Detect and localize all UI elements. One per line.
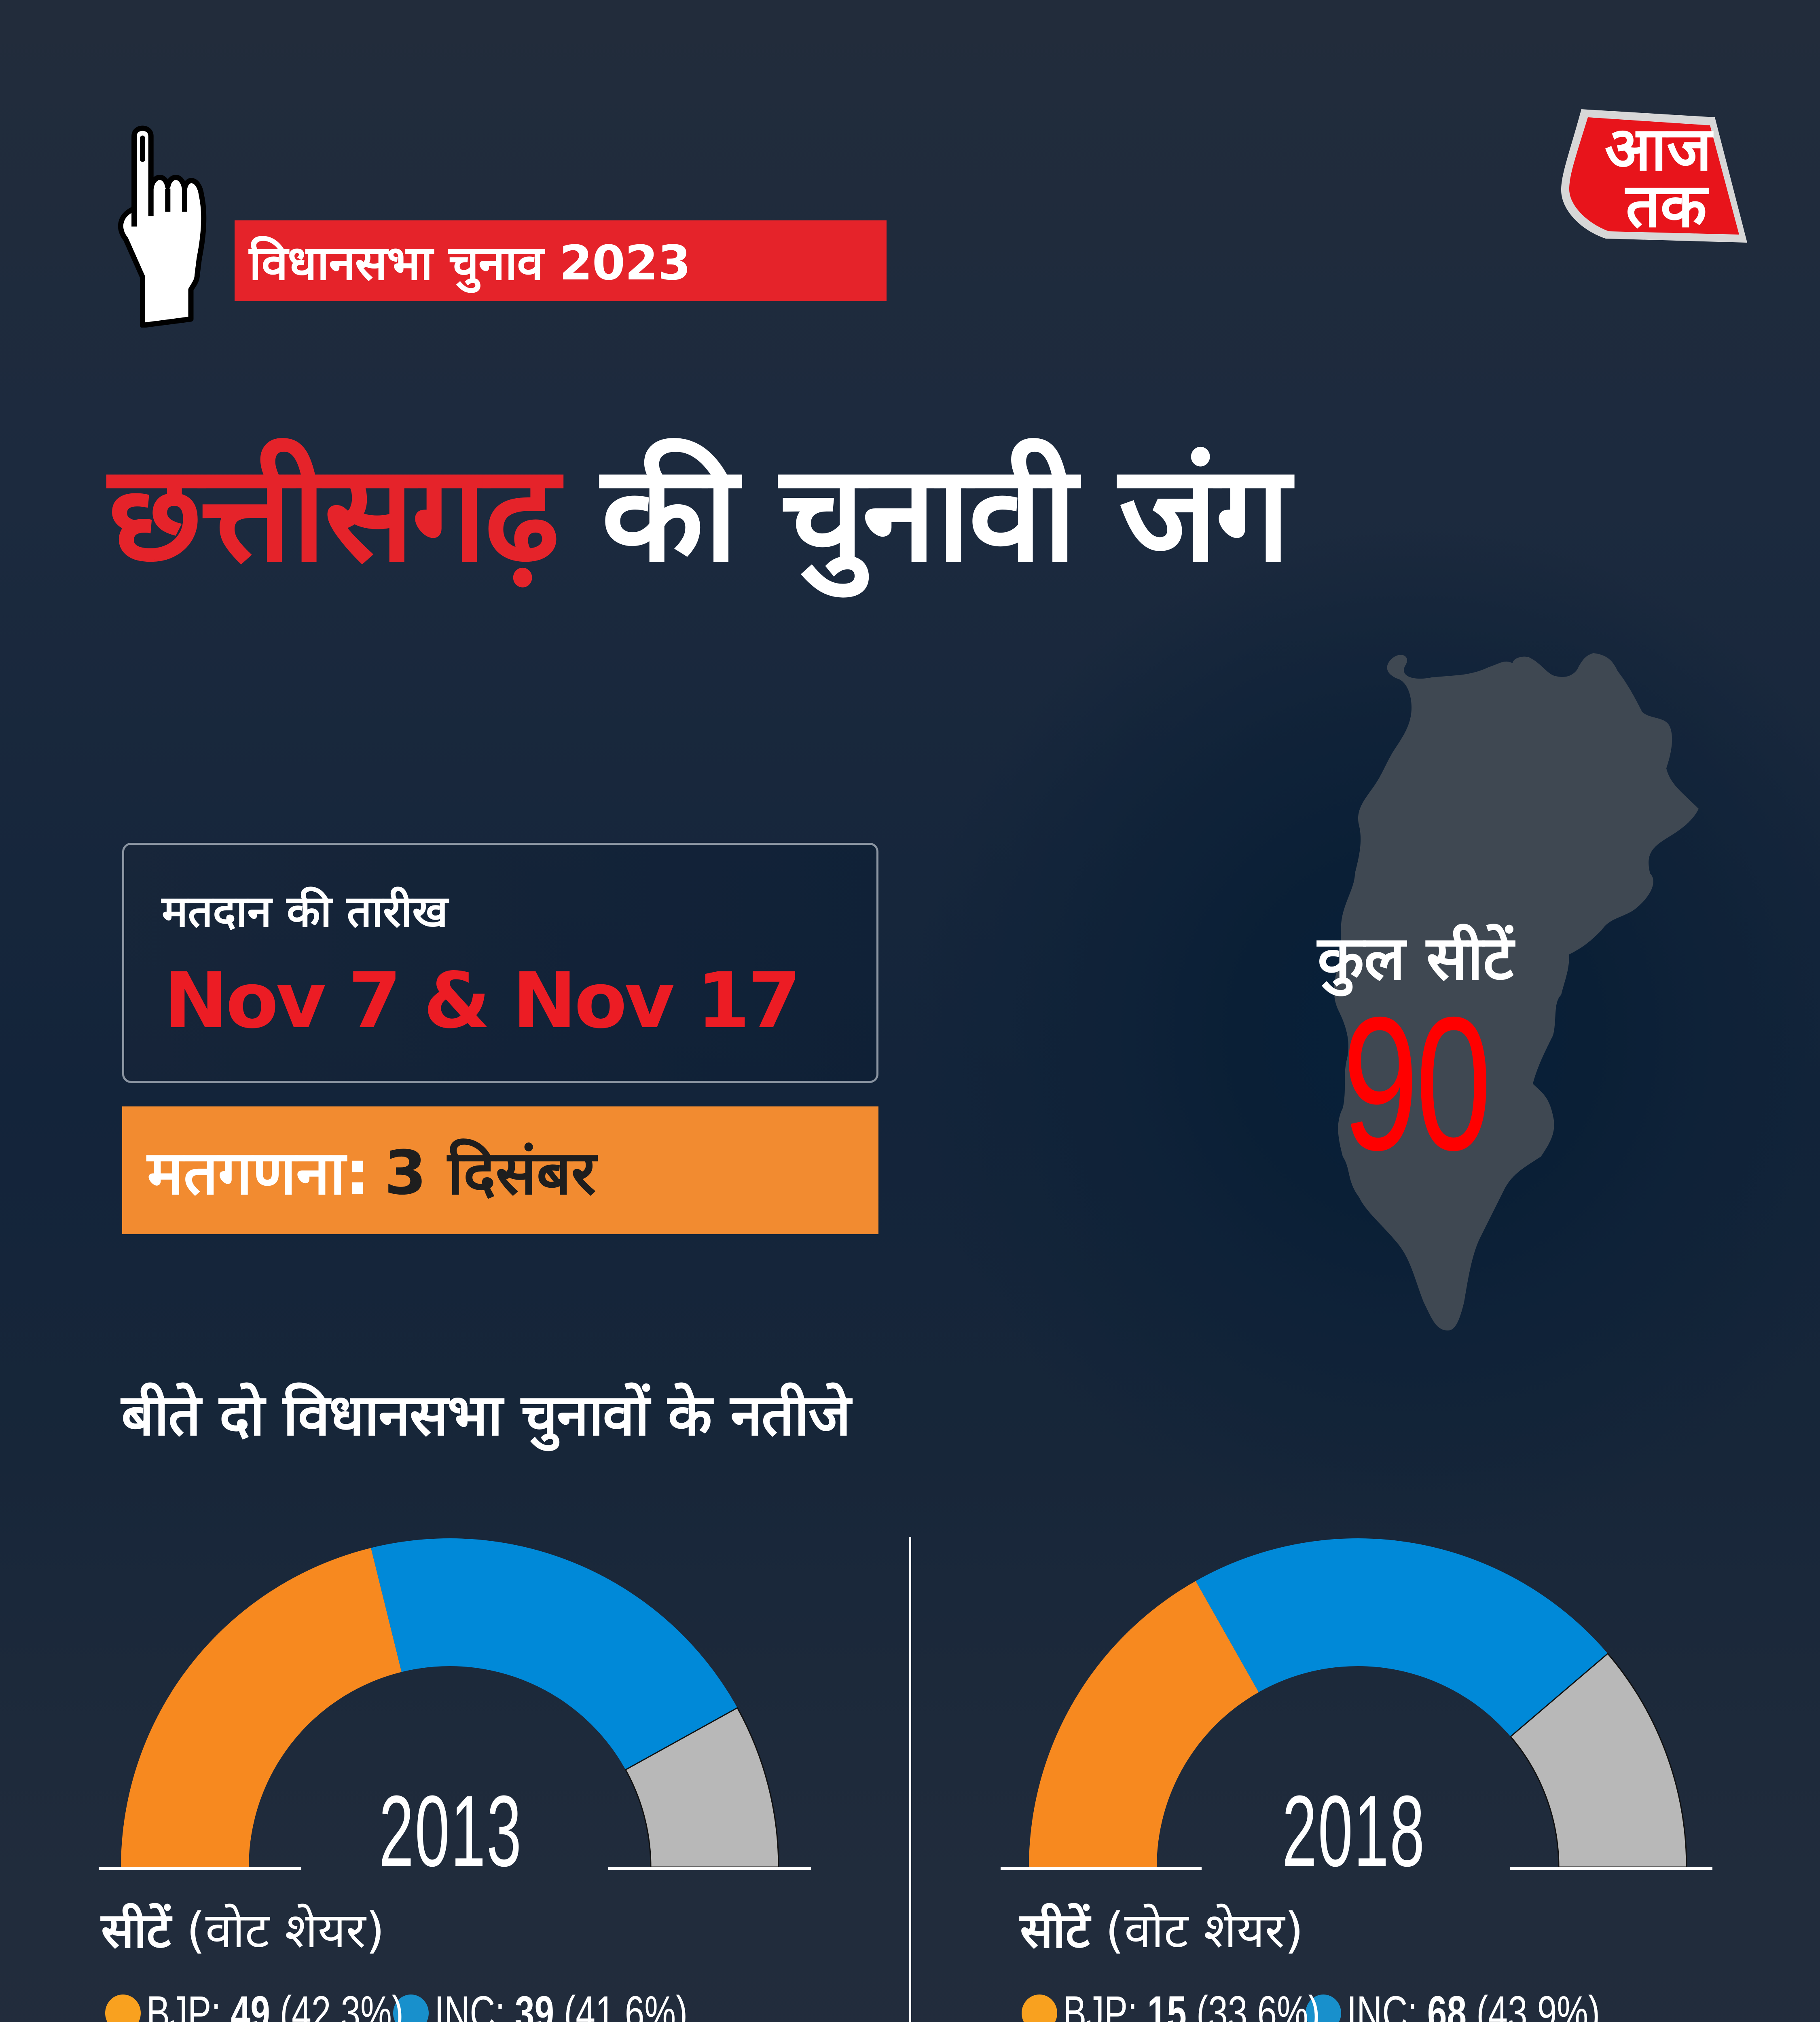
bjp-dot-icon xyxy=(1022,1995,1057,2022)
legend-party: INC: xyxy=(1347,1986,1418,2022)
page-title: छत्तीसगढ़ की चुनावी जंग xyxy=(108,429,1291,599)
inc-dot-icon xyxy=(1306,1995,1341,2022)
title-rest: की चुनावी जंग xyxy=(601,436,1290,591)
election-badge: विधानसभा चुनाव 2023 xyxy=(235,220,887,301)
results-heading: बीते दो विधानसभा चुनावों के नतीजे xyxy=(121,1382,851,1449)
legend-share: (33.6%) xyxy=(1196,1986,1320,2022)
logo-text-bottom: तक xyxy=(1625,171,1709,241)
aajtak-logo: आज तक xyxy=(1561,109,1747,243)
inc-dot-icon xyxy=(393,1995,429,2022)
baseline-left-2013 xyxy=(99,1867,301,1870)
baseline-left-2018 xyxy=(1001,1867,1202,1870)
legend-heading-2013: सीटें (वोट शेयर) xyxy=(101,1897,385,1965)
chart-year-2018: 2018 xyxy=(1282,1775,1426,1887)
arc-inc-2013 xyxy=(371,1538,738,1770)
legend-party: BJP: xyxy=(1063,1986,1138,2022)
legend-party: BJP: xyxy=(146,1986,221,2022)
bjp-dot-icon xyxy=(105,1995,141,2022)
baseline-right-2018 xyxy=(1510,1867,1712,1870)
total-seats-label: कुल सीटें xyxy=(1317,923,1514,994)
polling-date-card xyxy=(122,843,878,1083)
legend-heading-rest: (वोट शेयर) xyxy=(1105,1903,1304,1959)
polling-date-value: Nov 7 & Nov 17 xyxy=(164,956,801,1045)
legend-item-bjp-2018: BJP: 15 (33.6%) xyxy=(1022,1989,1370,2022)
legend-seats: 15 xyxy=(1147,1986,1187,2022)
legend-item-bjp-2013: BJP: 49 (42.3%) xyxy=(105,1989,454,2022)
legend-heading-rest: (वोट शेयर) xyxy=(186,1903,385,1959)
legend-heading-2018: सीटें (वोट शेयर) xyxy=(1020,1897,1304,1965)
legend-party: INC: xyxy=(434,1986,505,2022)
polling-date-label: मतदान की तारीख xyxy=(162,886,448,937)
arc-bjp-2013 xyxy=(121,1548,402,1867)
election-badge-label: विधानसभा चुनाव 2023 xyxy=(249,235,691,291)
voting-finger-icon xyxy=(118,125,207,328)
column-divider xyxy=(909,1537,911,2022)
legend-row-2018-1: BJP: 15 (33.6%) INC: 68 (43.9%) xyxy=(1022,1989,1689,2022)
legend-seats: 49 xyxy=(231,1986,270,2022)
logo-text-top: आज xyxy=(1605,114,1714,184)
total-seats-value: 90 xyxy=(1342,977,1492,1190)
arc-inc-2018 xyxy=(1196,1538,1608,1737)
arc-bjp-2018 xyxy=(1029,1581,1259,1867)
legend-share: (41.6%) xyxy=(564,1986,688,2022)
title-state: छत्तीसगढ़ xyxy=(108,436,559,591)
arc-others-2018 xyxy=(1509,1652,1687,1868)
chart-year-2013: 2013 xyxy=(379,1775,523,1887)
legend-item-inc-2018: INC: 68 (43.9%) xyxy=(1306,1989,1689,2022)
counting-date-bar: मतगणना: 3 दिसंबर xyxy=(122,1106,878,1234)
legend-share: (42.3%) xyxy=(280,1986,404,2022)
legend-item-inc-2013: INC: 39 (41.6%) xyxy=(393,1989,777,2022)
arc-others-2013 xyxy=(624,1707,779,1868)
legend-seats: 39 xyxy=(514,1986,554,2022)
baseline-right-2013 xyxy=(608,1867,811,1870)
chhattisgarh-map-icon xyxy=(1334,653,1699,1330)
legend-share: (43.9%) xyxy=(1476,1986,1600,2022)
counting-label: मतगणना: xyxy=(147,1138,370,1208)
legend-row-2013-1: BJP: 49 (42.3%) INC: 39 (41.6%) xyxy=(105,1989,777,2022)
legend-seats: 68 xyxy=(1427,1986,1467,2022)
legend-heading-bold: सीटें xyxy=(1020,1903,1090,1959)
legend-heading-bold: सीटें xyxy=(101,1903,171,1959)
counting-date: 3 दिसंबर xyxy=(384,1138,596,1208)
